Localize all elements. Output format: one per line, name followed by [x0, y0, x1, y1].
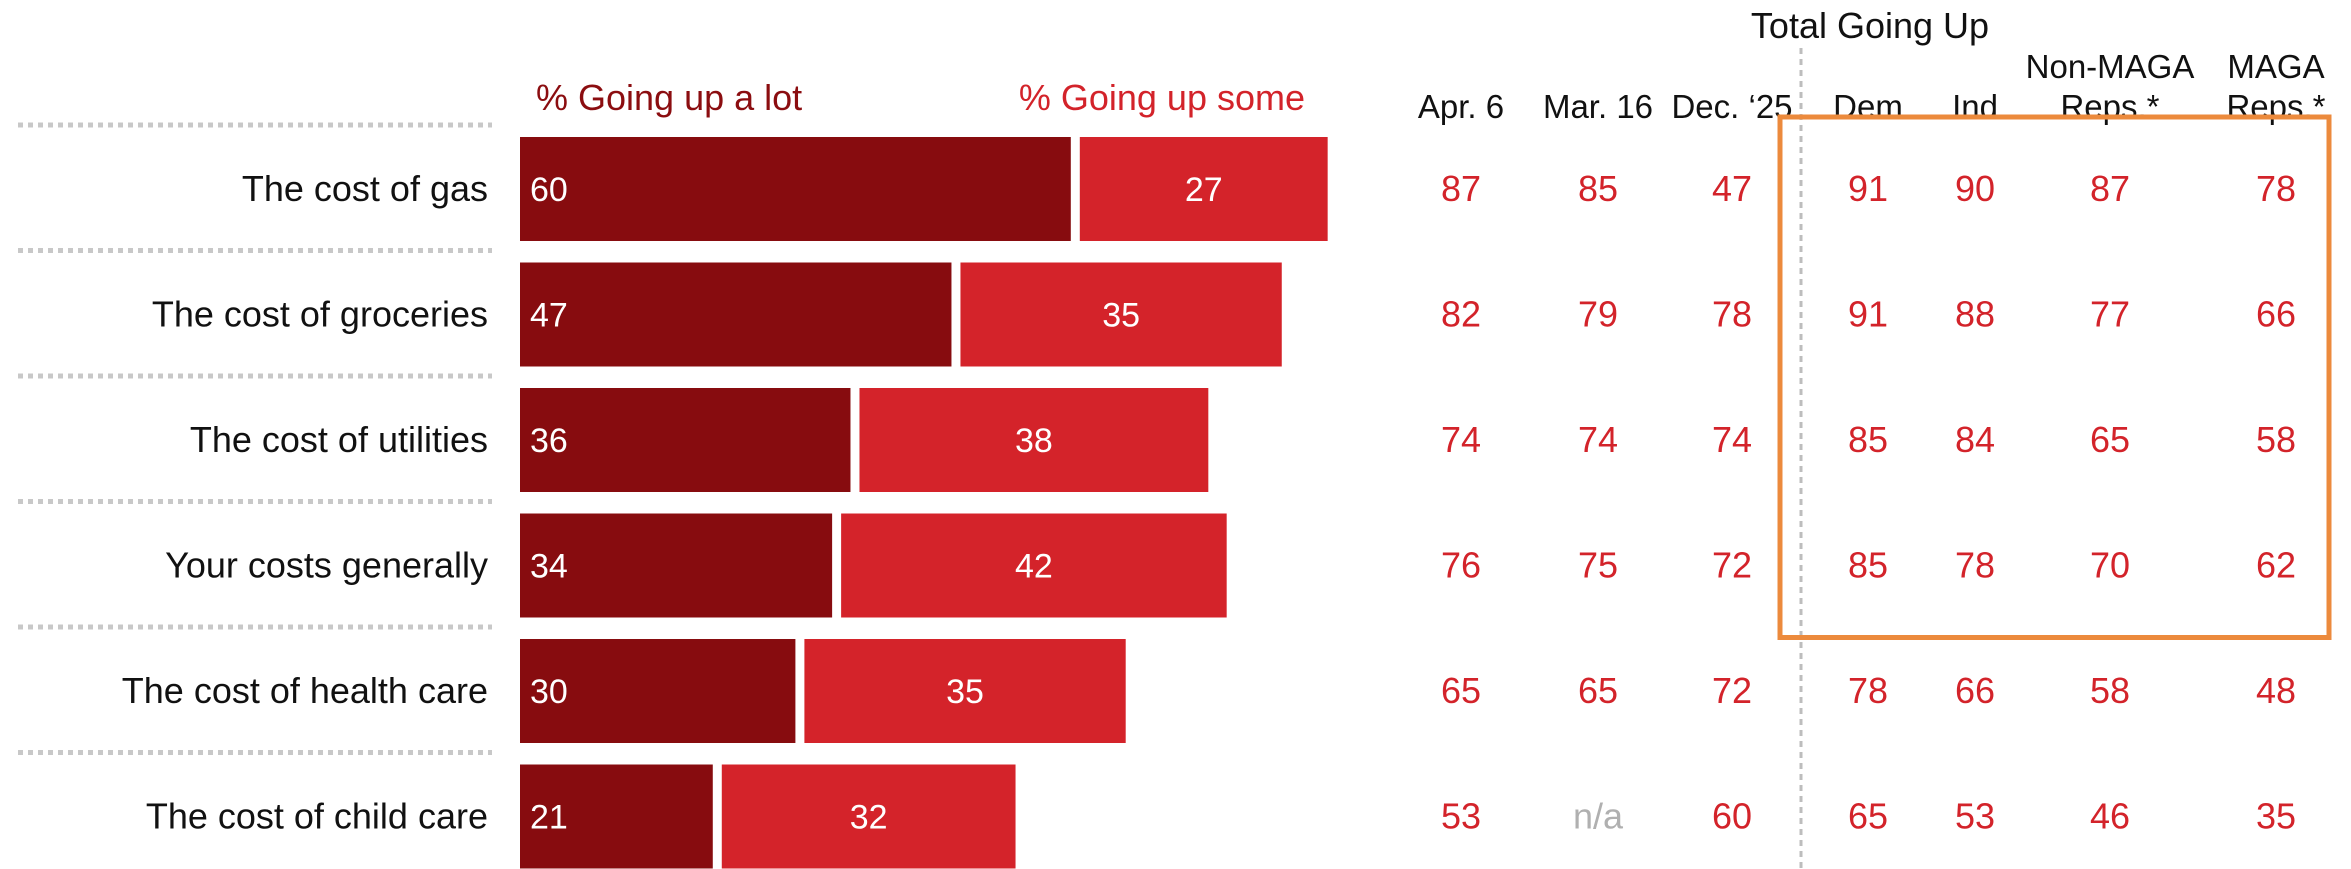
bar-going-up-some — [841, 513, 1227, 618]
trend-table: Total Going Up Apr. 6 87 82 74 76 65 53 Mar. 16… — [1418, 5, 2332, 869]
table-cell: 62 — [2256, 545, 2296, 586]
row-label: The cost of health care — [122, 670, 488, 711]
table-cell: 78 — [1848, 670, 1888, 711]
bar-label-going-up-some: 27 — [1185, 171, 1223, 209]
table-cell: 75 — [1578, 545, 1618, 586]
bar-label-going-up-some: 35 — [946, 673, 984, 711]
table-cell: 79 — [1578, 294, 1618, 335]
table-cell: 88 — [1955, 294, 1995, 335]
bar-label-going-up-a-lot: 34 — [530, 548, 568, 586]
column-header: MAGA — [2227, 48, 2324, 85]
table-cell: 47 — [1712, 168, 1752, 209]
row-label: The cost of gas — [242, 168, 488, 209]
bar-going-up-some — [1079, 137, 1328, 241]
table-cell: 87 — [2090, 168, 2130, 209]
table-cell: 85 — [1848, 545, 1888, 586]
highlight-box — [1777, 114, 2332, 640]
column-header: Dec. ‘25 — [1671, 88, 1792, 125]
bar-going-up-some — [721, 764, 1016, 869]
column-header: Apr. 6 — [1418, 88, 1504, 125]
bar-going-up-some — [804, 639, 1126, 743]
table-cell: 77 — [2090, 294, 2130, 335]
table-cell: 72 — [1712, 545, 1752, 586]
bar-label-going-up-a-lot: 21 — [530, 799, 568, 837]
table-cell: 74 — [1441, 419, 1481, 460]
bar-label-going-up-a-lot: 60 — [530, 171, 568, 209]
table-cell: 74 — [1578, 419, 1618, 460]
table-cell: 78 — [1955, 545, 1995, 586]
row-label: The cost of child care — [146, 796, 488, 837]
bar-area: 60 27 47 35 36 38 34 42 30 35 21 32 — [520, 137, 1328, 869]
table-cell: 58 — [2090, 670, 2130, 711]
row-label: Your costs generally — [165, 545, 488, 586]
table-cell: 53 — [1441, 796, 1481, 837]
row-labels: The cost of gas The cost of groceries The … — [122, 168, 488, 837]
table-cell: 65 — [1848, 796, 1888, 837]
table-cell: 58 — [2256, 419, 2296, 460]
table-cell: 66 — [2256, 294, 2296, 335]
legend: % Going up a lot % Going up some — [536, 77, 1305, 118]
table-cell: 90 — [1955, 168, 1995, 209]
bar-going-up-a-lot — [520, 513, 833, 618]
table-cell: 53 — [1955, 796, 1995, 837]
legend-going-up-a-lot: % Going up a lot — [536, 77, 802, 118]
table-cell: 78 — [2256, 168, 2296, 209]
table-cell: 66 — [1955, 670, 1995, 711]
bar-going-up-a-lot — [520, 262, 952, 367]
table-group-title: Total Going Up — [1751, 5, 1989, 46]
bar-label-going-up-some: 32 — [850, 799, 888, 837]
bar-label-going-up-a-lot: 47 — [530, 297, 568, 335]
table-cell: 82 — [1441, 294, 1481, 335]
bar-going-up-a-lot — [520, 137, 1071, 241]
table-cell: 85 — [1848, 419, 1888, 460]
bar-label-going-up-a-lot: 36 — [530, 422, 568, 460]
row-label: The cost of groceries — [152, 294, 488, 335]
bar-going-up-some — [960, 262, 1282, 367]
table-cell: 84 — [1955, 419, 1995, 460]
legend-going-up-some: % Going up some — [1019, 77, 1305, 118]
bar-going-up-a-lot — [520, 639, 796, 743]
table-cell: 65 — [1441, 670, 1481, 711]
table-cell: 35 — [2256, 796, 2296, 837]
table-cell: 65 — [2090, 419, 2130, 460]
table-cell: 78 — [1712, 294, 1752, 335]
column-header: Non-MAGA — [2026, 48, 2195, 85]
table-cell: 72 — [1712, 670, 1752, 711]
bar-going-up-a-lot — [520, 764, 713, 869]
table-cell: 46 — [2090, 796, 2130, 837]
row-label: The cost of utilities — [190, 419, 488, 460]
column-header: Mar. 16 — [1543, 88, 1653, 125]
table-cell: 65 — [1578, 670, 1618, 711]
bar-label-going-up-some: 35 — [1102, 297, 1140, 335]
bar-label-going-up-a-lot: 30 — [530, 673, 568, 711]
bar-label-going-up-some: 42 — [1015, 548, 1053, 586]
table-cell: 85 — [1578, 168, 1618, 209]
table-cell: n/a — [1573, 796, 1624, 837]
table-cell: 60 — [1712, 796, 1752, 837]
table-cell: 91 — [1848, 294, 1888, 335]
table-cell: 74 — [1712, 419, 1752, 460]
table-cell: 70 — [2090, 545, 2130, 586]
table-cell: 76 — [1441, 545, 1481, 586]
bar-going-up-some — [859, 388, 1209, 492]
bar-going-up-a-lot — [520, 388, 851, 492]
table-cell: 87 — [1441, 168, 1481, 209]
bar-label-going-up-some: 38 — [1015, 422, 1053, 460]
table-cell: 91 — [1848, 168, 1888, 209]
table-cell: 48 — [2256, 670, 2296, 711]
